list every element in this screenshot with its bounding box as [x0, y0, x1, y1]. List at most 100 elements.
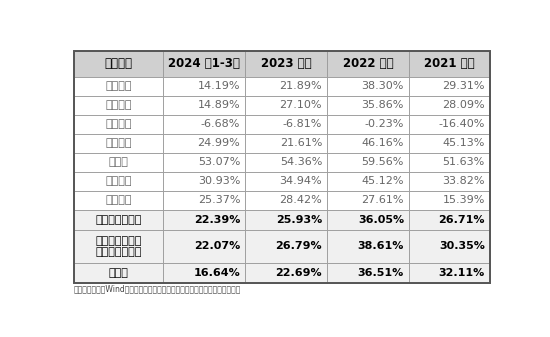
Text: 45.13%: 45.13% [442, 138, 485, 148]
Bar [409, 51, 490, 76]
Text: 注：数据来源于Wind，可比公司数据根据各公司披露的财务数据整理，下同。: 注：数据来源于Wind，可比公司数据根据各公司披露的财务数据整理，下同。 [74, 284, 241, 294]
Text: 25.93%: 25.93% [276, 215, 322, 225]
Bar [74, 191, 163, 210]
Text: 26.71%: 26.71% [438, 215, 485, 225]
Bar [245, 172, 327, 191]
Text: 32.11%: 32.11% [438, 268, 485, 278]
Text: 格罗方德: 格罗方德 [106, 195, 132, 205]
Bar [74, 263, 163, 283]
Bar [409, 134, 490, 153]
Bar [74, 115, 163, 134]
Text: 30.93%: 30.93% [198, 176, 240, 186]
Text: 2021 年度: 2021 年度 [424, 57, 475, 70]
Bar [245, 115, 327, 134]
Text: 2024 年1-3月: 2024 年1-3月 [168, 57, 240, 70]
Text: 16.64%: 16.64% [194, 268, 240, 278]
Text: 14.19%: 14.19% [197, 81, 240, 91]
Bar [74, 51, 163, 76]
Text: 34.94%: 34.94% [279, 176, 322, 186]
Text: -0.23%: -0.23% [365, 119, 404, 129]
Text: 28.09%: 28.09% [442, 100, 485, 110]
Text: 公司名称: 公司名称 [104, 57, 133, 70]
Text: 27.61%: 27.61% [361, 195, 404, 205]
Text: -16.40%: -16.40% [438, 119, 485, 129]
Bar [163, 115, 245, 134]
Text: 35.86%: 35.86% [362, 100, 404, 110]
Bar [245, 230, 327, 263]
Text: 38.30%: 38.30% [362, 81, 404, 91]
Bar [163, 134, 245, 153]
Bar [245, 51, 327, 76]
Text: 2023 年度: 2023 年度 [261, 57, 311, 70]
Text: 21.89%: 21.89% [279, 81, 322, 91]
Text: 21.61%: 21.61% [280, 138, 322, 148]
Bar [74, 210, 163, 230]
Text: 中芯国际: 中芯国际 [106, 81, 132, 91]
Bar [409, 115, 490, 134]
Text: 45.12%: 45.12% [361, 176, 404, 186]
Bar [74, 76, 163, 96]
Bar [74, 96, 163, 115]
Text: 联华电子: 联华电子 [106, 176, 132, 186]
Text: 25.37%: 25.37% [197, 195, 240, 205]
Text: 华虹公司: 华虹公司 [106, 100, 132, 110]
Bar [327, 191, 409, 210]
Bar [74, 153, 163, 172]
Text: 53.07%: 53.07% [198, 157, 240, 167]
Text: 28.42%: 28.42% [279, 195, 322, 205]
Text: 59.56%: 59.56% [362, 157, 404, 167]
Text: 26.79%: 26.79% [276, 241, 322, 251]
Bar [163, 96, 245, 115]
Bar [409, 210, 490, 230]
Bar [409, 153, 490, 172]
Bar [163, 153, 245, 172]
Bar [163, 230, 245, 263]
Text: 22.07%: 22.07% [194, 241, 240, 251]
Bar [163, 51, 245, 76]
Text: 54.36%: 54.36% [280, 157, 322, 167]
Bar [409, 76, 490, 96]
Bar [327, 153, 409, 172]
Bar [74, 51, 490, 283]
Text: 22.69%: 22.69% [276, 268, 322, 278]
Bar [327, 115, 409, 134]
Text: 27.10%: 27.10% [279, 100, 322, 110]
Bar [163, 76, 245, 96]
Bar [327, 51, 409, 76]
Bar [409, 96, 490, 115]
Text: 36.05%: 36.05% [358, 215, 404, 225]
Bar [245, 191, 327, 210]
Text: -6.81%: -6.81% [283, 119, 322, 129]
Bar [327, 172, 409, 191]
Text: 30.35%: 30.35% [439, 241, 485, 251]
Bar [163, 210, 245, 230]
Text: 46.16%: 46.16% [362, 138, 404, 148]
Bar [74, 230, 163, 263]
Bar [74, 134, 163, 153]
Bar [327, 76, 409, 96]
Bar [327, 96, 409, 115]
Text: 36.51%: 36.51% [358, 268, 404, 278]
Text: 14.89%: 14.89% [197, 100, 240, 110]
Text: 剔除芯联集成、
台积电后平均值: 剔除芯联集成、 台积电后平均值 [95, 236, 142, 257]
Text: 22.39%: 22.39% [194, 215, 240, 225]
Text: 2022 年度: 2022 年度 [343, 57, 393, 70]
Bar [245, 76, 327, 96]
Bar [409, 191, 490, 210]
Text: 15.39%: 15.39% [442, 195, 485, 205]
Text: 24.99%: 24.99% [197, 138, 240, 148]
Text: 33.82%: 33.82% [442, 176, 485, 186]
Text: 38.61%: 38.61% [358, 241, 404, 251]
Bar [327, 134, 409, 153]
Text: 芯联集成: 芯联集成 [106, 119, 132, 129]
Text: 51.63%: 51.63% [443, 157, 485, 167]
Bar [245, 96, 327, 115]
Bar [163, 263, 245, 283]
Text: 29.31%: 29.31% [442, 81, 485, 91]
Bar [327, 230, 409, 263]
Text: -6.68%: -6.68% [201, 119, 240, 129]
Bar [245, 210, 327, 230]
Bar [409, 172, 490, 191]
Text: 台积电: 台积电 [109, 157, 129, 167]
Bar [74, 172, 163, 191]
